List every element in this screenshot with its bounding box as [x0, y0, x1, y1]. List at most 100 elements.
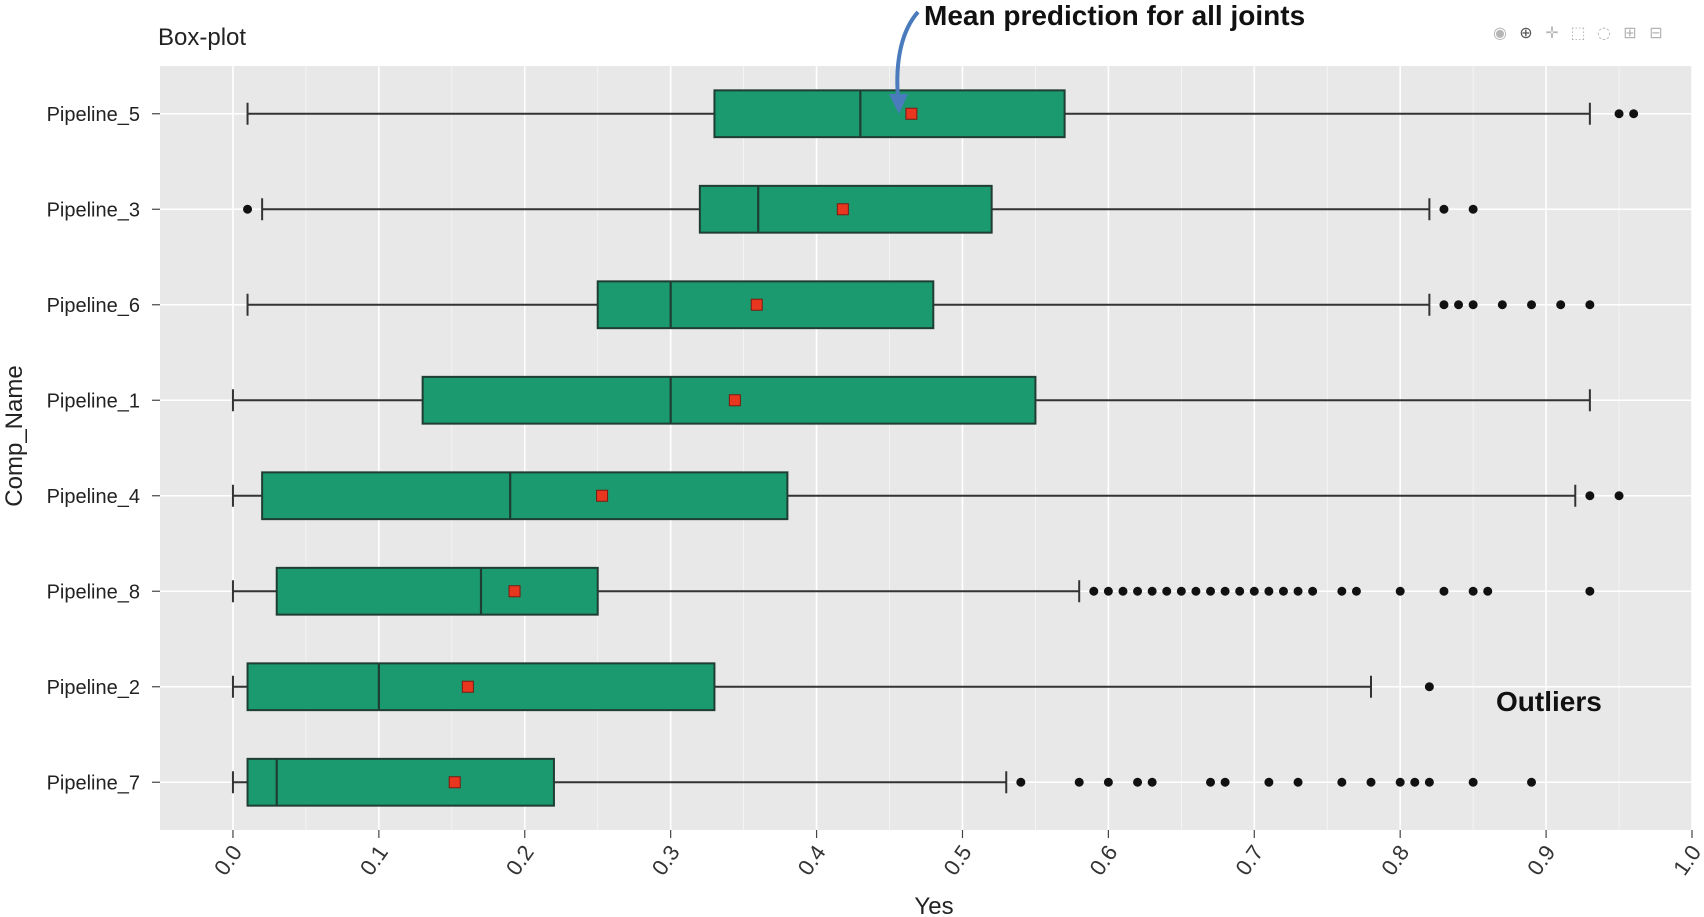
outlier-point: [1585, 586, 1595, 596]
camera-icon[interactable]: ◉: [1493, 22, 1507, 42]
box-pipeline_2: [231, 662, 1434, 712]
outlier-point: [1103, 586, 1113, 596]
outlier-point: [1424, 682, 1434, 692]
y-tick-label: Pipeline_3: [47, 199, 140, 221]
mean-marker: [448, 776, 461, 789]
y-tick-label: Pipeline_2: [47, 677, 140, 699]
outlier-point: [1468, 586, 1478, 596]
outlier-point: [1410, 777, 1420, 787]
outlier-point: [1220, 586, 1230, 596]
box-iqr: [261, 471, 789, 521]
outlier-point: [1249, 586, 1259, 596]
x-axis-label: Yes: [914, 893, 953, 917]
outlier-point: [1133, 586, 1143, 596]
outlier-point: [1585, 300, 1595, 310]
x-tick-label: 0.1: [355, 841, 393, 880]
outlier-point: [1016, 777, 1026, 787]
outlier-point: [1585, 491, 1595, 501]
mean-annotation-arrow: [895, 10, 920, 99]
mean-marker: [728, 394, 741, 407]
outlier-point: [1147, 586, 1157, 596]
mean-marker: [508, 585, 521, 598]
x-tick-label: 0.9: [1522, 841, 1560, 880]
outlier-point: [1293, 586, 1303, 596]
outlier-point: [1614, 491, 1624, 501]
box-pipeline_1: [231, 375, 1591, 425]
outlier-point: [1483, 586, 1493, 596]
outlier-point: [1351, 586, 1361, 596]
mean-marker: [836, 203, 849, 216]
zoom-out-icon[interactable]: ⊟: [1649, 22, 1663, 42]
x-tick-label: 0.7: [1230, 841, 1268, 880]
y-axis-label: Comp_Name: [1, 365, 28, 506]
outlier-point: [1264, 777, 1274, 787]
outlier-point: [1176, 586, 1186, 596]
outlier-point: [1235, 586, 1245, 596]
boxes: [231, 89, 1639, 807]
y-tick-label: Pipeline_8: [47, 581, 140, 603]
outlier-point: [1497, 300, 1507, 310]
outlier-point: [1191, 586, 1201, 596]
outlier-point: [1206, 586, 1216, 596]
outlier-point: [1220, 777, 1230, 787]
lasso-icon[interactable]: ◌: [1597, 22, 1611, 42]
outlier-point: [1103, 777, 1113, 787]
outlier-point: [1439, 204, 1449, 214]
mean-annotation-arrowhead: [889, 94, 908, 114]
outlier-point: [1395, 777, 1405, 787]
outlier-point: [1074, 777, 1084, 787]
outlier-point: [1147, 777, 1157, 787]
outlier-point: [1118, 586, 1128, 596]
outlier-point: [1556, 300, 1566, 310]
chart-title: Box-plot: [158, 24, 247, 51]
outlier-point: [1293, 777, 1303, 787]
mean-annotation-label: Mean prediction for all joints: [924, 0, 1306, 31]
outlier-point: [1468, 300, 1478, 310]
box-pipeline_6: [246, 280, 1595, 330]
x-tick-label: 0.3: [647, 841, 685, 880]
box-pipeline_8: [231, 566, 1595, 616]
outlier-point: [1424, 777, 1434, 787]
mean-marker: [750, 298, 763, 311]
y-tick-label: Pipeline_1: [47, 390, 140, 412]
box-pipeline_3: [243, 184, 1478, 234]
box-pipeline_4: [231, 471, 1624, 521]
box-iqr: [698, 184, 993, 234]
outlier-point: [1614, 109, 1624, 119]
outlier-point: [1206, 777, 1216, 787]
y-tick-label: Pipeline_4: [47, 486, 140, 508]
box-iqr: [246, 662, 716, 712]
outlier-point: [1133, 777, 1143, 787]
pan-icon[interactable]: ✛: [1545, 22, 1559, 42]
outlier-point: [1527, 300, 1537, 310]
outliers-annotation-label: Outliers: [1496, 686, 1602, 717]
outlier-point: [1454, 300, 1464, 310]
plot-panel: [160, 66, 1692, 830]
outlier-point: [1089, 586, 1099, 596]
box-iqr: [246, 757, 555, 807]
outlier-point: [1308, 586, 1318, 596]
box-iqr: [596, 280, 935, 330]
chart-toolbar: ◉ ⊕ ✛ ⬚ ◌ ⊞ ⊟: [1490, 22, 1666, 42]
x-tick-label: 0.6: [1084, 841, 1122, 880]
zoom-in-icon[interactable]: ⊞: [1623, 22, 1637, 42]
x-tick-label: 1.0: [1668, 841, 1704, 880]
box-iqr: [275, 566, 599, 616]
outlier-point: [1162, 586, 1172, 596]
box-select-icon[interactable]: ⬚: [1570, 22, 1586, 42]
x-tick-label: 0.2: [501, 841, 539, 880]
outlier-point: [1278, 586, 1288, 596]
outlier-point: [1395, 586, 1405, 596]
box-iqr: [713, 89, 1066, 139]
x-tick-label: 0.4: [793, 841, 831, 880]
mean-marker: [461, 680, 474, 693]
outlier-point: [1264, 586, 1274, 596]
y-tick-label: Pipeline_5: [47, 104, 140, 126]
outlier-point: [1337, 777, 1347, 787]
x-tick-label: 0.8: [1376, 841, 1414, 880]
zoom-icon[interactable]: ⊕: [1519, 22, 1533, 42]
mean-marker: [596, 489, 609, 502]
box-pipeline_7: [231, 757, 1537, 807]
outlier-point: [1337, 586, 1347, 596]
